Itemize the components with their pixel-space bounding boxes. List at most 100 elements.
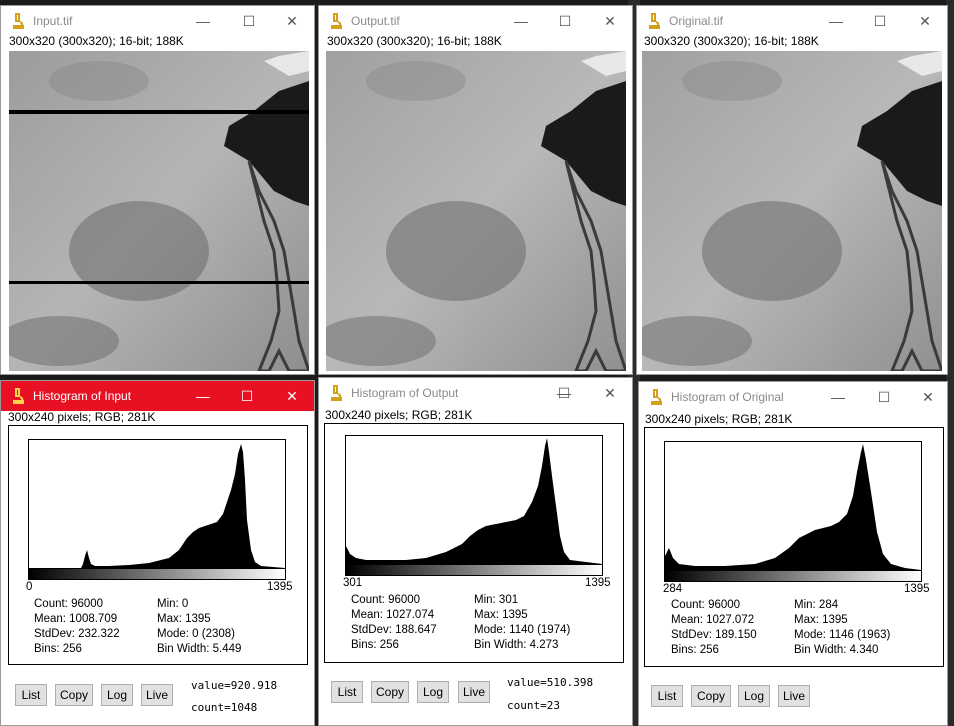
microscope-icon	[331, 13, 342, 29]
title-bar[interactable]: Output.tif — ☐ ✕	[319, 6, 632, 36]
lut-ramp	[345, 564, 603, 576]
close-button[interactable]: ✕	[919, 12, 931, 29]
satellite-image-canvas[interactable]	[1, 51, 312, 373]
window-title: Output.tif	[351, 14, 400, 28]
stat-min: Min: 284	[794, 599, 839, 611]
maximize-button[interactable]: ☐	[240, 387, 254, 404]
title-bar[interactable]: Histogram of Input — ☐ ✕	[1, 381, 314, 411]
stat-mode: Mode: 1140 (1974)	[474, 624, 571, 636]
minimize-button[interactable]: —	[514, 13, 528, 29]
stat-stddev: StdDev: 188.647	[351, 624, 437, 636]
stat-stddev: StdDev: 189.150	[671, 629, 757, 641]
original-image-window[interactable]: Original.tif — ☐ ✕ 300x320 (300x320); 16…	[636, 5, 948, 375]
list-button[interactable]: List	[331, 681, 363, 703]
cursor-value: value=510.398	[507, 676, 594, 689]
stat-count: Count: 96000	[34, 598, 104, 610]
stat-count: Count: 96000	[351, 594, 421, 606]
copy-button[interactable]: Copy	[55, 684, 93, 706]
list-button[interactable]: List	[15, 684, 47, 706]
live-button[interactable]: Live	[778, 685, 810, 707]
close-button[interactable]: ✕	[286, 12, 298, 29]
copy-button[interactable]: Copy	[371, 681, 409, 703]
histogram-input-window[interactable]: Histogram of Input — ☐ ✕ 300x240 pixels;…	[0, 380, 315, 726]
minimize-button[interactable]: —	[831, 389, 845, 405]
histogram-bars	[346, 438, 602, 564]
log-button[interactable]: Log	[417, 681, 449, 703]
stat-mean: Mean: 1027.074	[351, 609, 435, 621]
maximize-button-visible[interactable]: ☐	[557, 384, 571, 401]
microscope-icon	[649, 13, 660, 29]
maximize-button[interactable]: ☐	[558, 12, 572, 29]
close-button[interactable]: ✕	[922, 388, 934, 405]
copy-button[interactable]: Copy	[691, 685, 731, 707]
histogram-info: 300x240 pixels; RGB; 281K	[645, 412, 793, 426]
close-button[interactable]: ✕	[286, 387, 298, 404]
title-bar[interactable]: Input.tif — ☐ ✕	[1, 6, 314, 36]
microscope-icon	[13, 388, 24, 404]
image-info: 300x320 (300x320); 16-bit; 188K	[644, 34, 819, 48]
microscope-icon	[13, 13, 24, 29]
microscope-icon	[651, 389, 662, 405]
log-button[interactable]: Log	[738, 685, 770, 707]
log-button[interactable]: Log	[101, 684, 133, 706]
minimize-button[interactable]: —	[196, 13, 210, 29]
minimize-button[interactable]: —	[196, 388, 210, 404]
range-min-label: 284	[663, 583, 683, 595]
histogram-plot[interactable]	[28, 439, 286, 569]
stat-bins: Bins: 256	[671, 644, 719, 656]
stat-mode: Mode: 0 (2308)	[157, 628, 235, 640]
stat-mode: Mode: 1146 (1963)	[794, 629, 891, 641]
minimize-button[interactable]: —	[557, 385, 571, 401]
range-min-label: 0	[26, 581, 33, 593]
stat-mean: Mean: 1008.709	[34, 613, 118, 625]
stat-stddev: StdDev: 232.322	[34, 628, 120, 640]
satellite-image-canvas[interactable]	[319, 51, 629, 373]
title-bar[interactable]: Histogram of Original — ☐ ✕	[639, 382, 947, 412]
lut-ramp	[28, 568, 286, 580]
window-title: Histogram of Input	[33, 389, 132, 403]
background-app-right	[946, 0, 954, 726]
maximize-button[interactable]: ☐	[242, 12, 256, 29]
histogram-panel	[8, 425, 308, 665]
lut-ramp	[664, 570, 922, 582]
stat-mean: Mean: 1027.072	[671, 614, 755, 626]
cursor-value: value=920.918	[191, 679, 278, 692]
window-title: Input.tif	[33, 14, 73, 28]
cursor-count: count=23	[507, 699, 560, 712]
stat-max: Max: 1395	[157, 613, 211, 625]
histogram-output-window[interactable]: Histogram of Output — ☐ ☐ ✕ 300x240 pixe…	[318, 377, 633, 726]
histogram-panel	[324, 423, 624, 663]
range-max-label: 1395	[267, 581, 293, 593]
histogram-info: 300x240 pixels; RGB; 281K	[325, 408, 473, 422]
stat-count: Count: 96000	[671, 599, 741, 611]
live-button[interactable]: Live	[141, 684, 173, 706]
close-button[interactable]: ✕	[604, 12, 616, 29]
stat-min: Min: 301	[474, 594, 519, 606]
image-info: 300x320 (300x320); 16-bit; 188K	[9, 34, 184, 48]
satellite-image	[1, 51, 312, 373]
maximize-button[interactable]: ☐	[877, 388, 891, 405]
histogram-plot[interactable]	[345, 435, 603, 565]
stat-min: Min: 0	[157, 598, 189, 610]
minimize-button[interactable]: —	[829, 13, 843, 29]
close-button[interactable]: ✕	[604, 384, 616, 401]
maximize-button[interactable]: ☐	[873, 12, 887, 29]
list-button[interactable]: List	[651, 685, 683, 707]
title-bar[interactable]: Original.tif — ☐ ✕	[637, 6, 947, 36]
histogram-info: 300x240 pixels; RGB; 281K	[8, 410, 156, 424]
histogram-original-window[interactable]: Histogram of Original — ☐ ✕ 300x240 pixe…	[638, 381, 948, 726]
window-title: Histogram of Output	[351, 386, 459, 400]
stat-bin-width: Bin Width: 4.340	[794, 644, 879, 656]
histogram-bars	[665, 444, 921, 570]
stat-bin-width: Bin Width: 4.273	[474, 639, 559, 651]
output-image-window[interactable]: Output.tif — ☐ ✕ 300x320 (300x320); 16-b…	[318, 5, 633, 375]
window-title: Histogram of Original	[671, 390, 784, 404]
live-button[interactable]: Live	[458, 681, 490, 703]
range-max-label: 1395	[904, 583, 930, 595]
histogram-plot[interactable]	[664, 441, 922, 571]
satellite-image-canvas[interactable]	[637, 51, 945, 373]
stat-bins: Bins: 256	[34, 643, 82, 655]
stat-max: Max: 1395	[474, 609, 528, 621]
title-bar[interactable]: Histogram of Output — ☐ ☐ ✕	[319, 378, 632, 408]
input-image-window[interactable]: Input.tif — ☐ ✕ 300x320 (300x320); 16-bi…	[0, 5, 315, 375]
